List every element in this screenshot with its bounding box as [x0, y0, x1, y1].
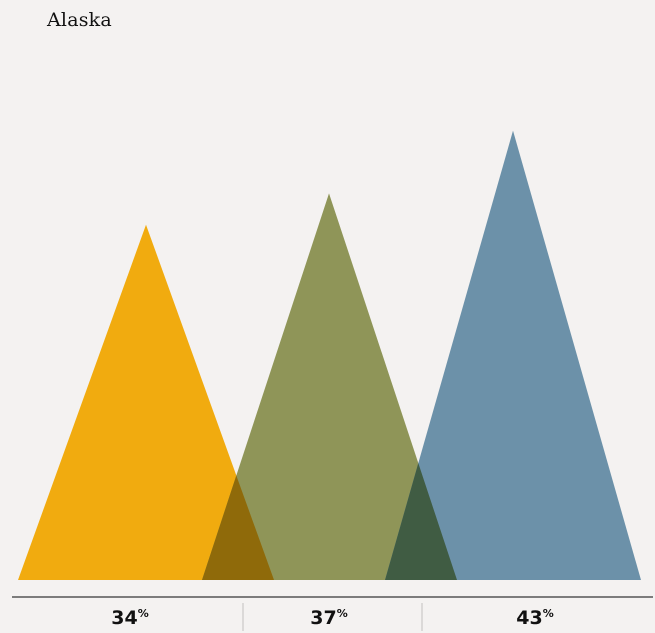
- peak-overlap-1: [202, 475, 274, 580]
- value-number: 43: [516, 607, 542, 629]
- peak-2: [202, 193, 457, 580]
- value-number: 37: [310, 607, 336, 629]
- value-unit: %: [138, 607, 149, 620]
- value-label-3: 43%: [516, 607, 553, 629]
- value-unit: %: [543, 607, 554, 620]
- value-number: 34: [111, 607, 137, 629]
- value-label-2: 37%: [310, 607, 347, 629]
- peak-3: [385, 130, 641, 580]
- peak-1: [18, 224, 274, 580]
- labels-layer: 34% 37% 43%: [111, 607, 553, 629]
- chart-title: Alaska: [47, 9, 112, 31]
- value-unit: %: [337, 607, 348, 620]
- overlaps-layer: [202, 463, 457, 580]
- value-label-1: 34%: [111, 607, 148, 629]
- peaks-layer: [18, 130, 641, 580]
- peak-overlap-2: [385, 463, 457, 580]
